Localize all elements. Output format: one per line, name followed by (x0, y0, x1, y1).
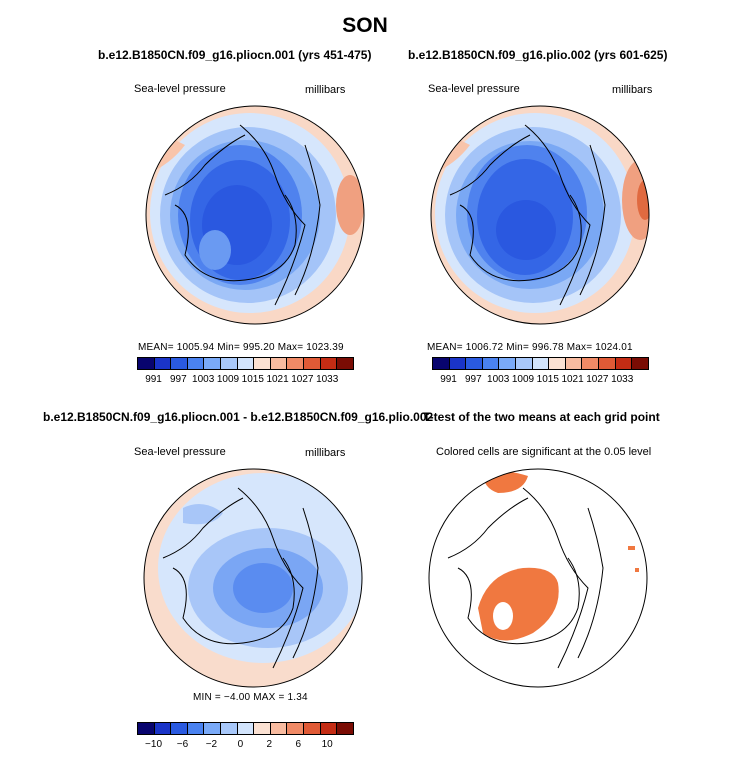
panel-3-units-label: millibars (305, 447, 346, 459)
colorbar-swatch (154, 723, 172, 734)
colorbar-tick-label: 10 (321, 739, 333, 750)
colorbar-swatch (466, 358, 483, 369)
colorbar-tick-label: 1021 (266, 374, 289, 385)
panel-1-colorbar (137, 357, 354, 370)
panel-2-map (430, 105, 650, 325)
colorbar-tick-label: 0 (237, 739, 244, 750)
colorbar-swatch (138, 358, 155, 369)
colorbar-tick-label: 1021 (561, 374, 584, 385)
colorbar-tick-label: 991 (145, 374, 162, 385)
colorbar-swatch (337, 723, 353, 734)
panel-4-title: T-test of the two means at each grid poi… (423, 410, 660, 424)
colorbar-swatch (632, 358, 648, 369)
colorbar-swatch (320, 723, 338, 734)
panel-2-colorbar-ticks: 991 997 1003 1009 1015 1021 1027 1033 (432, 374, 647, 388)
colorbar-swatch (599, 358, 616, 369)
figure-title: SON (342, 14, 388, 37)
colorbar-swatch (449, 358, 467, 369)
colorbar-swatch (549, 358, 566, 369)
colorbar-swatch (187, 723, 205, 734)
colorbar-swatch (270, 358, 288, 369)
panel-1-stats: MEAN= 1005.94 Min= 995.20 Max= 1023.39 (138, 342, 344, 353)
colorbar-tick-label: −2 (205, 739, 218, 750)
panel-4-left-label: Colored cells are significant at the 0.0… (436, 446, 652, 458)
colorbar-tick-label: 997 (170, 374, 187, 385)
colorbar-swatch (287, 358, 305, 369)
colorbar-tick-label: 997 (465, 374, 482, 385)
colorbar-swatch (337, 358, 353, 369)
panel-2-units-label: millibars (612, 84, 653, 96)
colorbar-swatch (304, 358, 321, 369)
colorbar-swatch (433, 358, 450, 369)
colorbar-swatch (532, 358, 550, 369)
colorbar-tick-label: 991 (440, 374, 457, 385)
colorbar-tick-label: 1003 (192, 374, 215, 385)
colorbar-swatch (516, 358, 533, 369)
colorbar-swatch (254, 358, 271, 369)
panel-3-colorbar-ticks: −10 −6 −2 0 2 6 10 (137, 739, 352, 753)
panel-2-title: b.e12.B1850CN.f09_g16.plio.002 (yrs 601-… (408, 48, 668, 62)
colorbar-tick-label: 1027 (291, 374, 314, 385)
panel-3-map (143, 468, 363, 688)
panel-1-map (145, 105, 365, 325)
colorbar-tick-label: 2 (266, 739, 273, 750)
panel-3-stats: MIN = −4.00 MAX = 1.34 (193, 692, 308, 703)
panel-1-colorbar-ticks: 991 997 1003 1009 1015 1021 1027 1033 (137, 374, 352, 388)
colorbar-swatch (221, 358, 238, 369)
colorbar-tick-label: 1015 (536, 374, 559, 385)
colorbar-tick-label: 1027 (586, 374, 609, 385)
colorbar-swatch (565, 358, 583, 369)
panel-4-map (428, 468, 648, 688)
colorbar-swatch (171, 723, 188, 734)
panel-1-title: b.e12.B1850CN.f09_g16.pliocn.001 (yrs 45… (98, 48, 372, 62)
colorbar-swatch (499, 358, 517, 369)
colorbar-tick-label: 1009 (216, 374, 240, 385)
panel-3-title: b.e12.B1850CN.f09_g16.pliocn.001 - b.e12… (43, 410, 434, 424)
panel-1-units-label: millibars (305, 84, 346, 96)
panel-3-left-label: Sea-level pressure (134, 446, 226, 458)
colorbar-swatch (270, 723, 288, 734)
colorbar-swatch (482, 358, 500, 369)
panel-1-left-label: Sea-level pressure (134, 83, 226, 95)
colorbar-swatch (287, 723, 305, 734)
colorbar-swatch (237, 358, 255, 369)
colorbar-swatch (304, 723, 321, 734)
colorbar-tick-label: −6 (176, 739, 189, 750)
colorbar-swatch (154, 358, 172, 369)
colorbar-tick-label: 1033 (611, 374, 634, 385)
colorbar-tick-label: 1003 (487, 374, 510, 385)
panel-3-colorbar (137, 722, 354, 735)
colorbar-swatch (204, 723, 222, 734)
colorbar-tick-label: 1009 (511, 374, 535, 385)
colorbar-swatch (187, 358, 205, 369)
colorbar-tick-label: 1015 (241, 374, 264, 385)
colorbar-tick-label: 1033 (316, 374, 339, 385)
colorbar-swatch (204, 358, 222, 369)
colorbar-swatch (320, 358, 338, 369)
panel-2-left-label: Sea-level pressure (428, 83, 520, 95)
panel-2-stats: MEAN= 1006.72 Min= 996.78 Max= 1024.01 (427, 342, 633, 353)
colorbar-swatch (171, 358, 188, 369)
colorbar-swatch (615, 358, 633, 369)
colorbar-swatch (254, 723, 271, 734)
colorbar-swatch (221, 723, 238, 734)
colorbar-tick-label: −10 (145, 739, 163, 750)
colorbar-swatch (237, 723, 255, 734)
colorbar-swatch (582, 358, 600, 369)
colorbar-swatch (138, 723, 155, 734)
colorbar-tick-label: 6 (295, 739, 302, 750)
panel-2-colorbar (432, 357, 649, 370)
